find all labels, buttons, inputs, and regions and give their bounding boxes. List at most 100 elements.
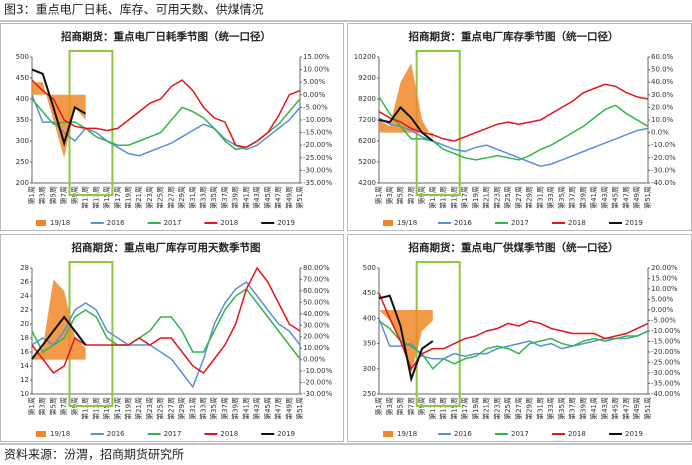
area <box>32 82 86 158</box>
y2-tick-label: -30.00% <box>651 369 681 377</box>
x-tick-label: 第11周 <box>81 186 90 209</box>
y2-tick-label: 10.0% <box>651 116 674 124</box>
x-tick-label: 第17周 <box>113 397 122 420</box>
x-tick-label: 第5周 <box>396 186 405 204</box>
chart: 招商期货：重点电厂日耗季节图（统一口径） 200 250 300 350 400 450 50… <box>0 23 344 231</box>
x-tick-label: 第19周 <box>471 186 480 209</box>
y2-tick-label: 0.00% <box>303 91 326 99</box>
x-tick-label: 第11周 <box>81 397 90 420</box>
legend-label: 2016 <box>107 219 125 227</box>
y-tick-label: 4200 <box>358 179 376 187</box>
y2-tick-label: -20.00% <box>303 379 333 387</box>
x-tick-label: 第37周 <box>568 186 577 209</box>
y2-tick-label: -40.00% <box>651 390 681 398</box>
x-tick-label: 第23周 <box>492 397 501 420</box>
x-tick-label: 第49周 <box>632 186 641 209</box>
y2-tick-label: 30.0% <box>651 91 674 99</box>
x-tick-label: 第45周 <box>611 186 620 209</box>
line <box>378 292 649 371</box>
y2-tick-label: 30.00% <box>303 321 330 329</box>
y2-tick-label: 5.00% <box>303 78 326 86</box>
x-tick-label: 第39周 <box>578 186 587 209</box>
x-tick-label: 第19周 <box>123 397 132 420</box>
x-tick-label: 第39周 <box>578 397 587 420</box>
x-tick-label: 第29周 <box>177 397 186 420</box>
y2-tick-label: 60.0% <box>651 53 674 61</box>
x-tick-label: 第3周 <box>385 186 394 204</box>
x-tick-label: 第7周 <box>59 186 68 204</box>
x-tick-label: 第15周 <box>449 397 458 420</box>
line <box>31 280 301 389</box>
x-tick-label: 第7周 <box>406 397 415 415</box>
y-tick-label: 6200 <box>358 137 376 145</box>
y2-tick-label: 20.00% <box>303 333 330 341</box>
x-tick-label: 第45周 <box>611 397 620 420</box>
x-tick-label: 第33周 <box>199 397 208 420</box>
line <box>31 68 87 147</box>
x-tick-label: 第45周 <box>263 397 272 420</box>
y2-tick-label: 20.0% <box>651 103 674 111</box>
x-tick-label: 第21周 <box>134 186 143 209</box>
x-tick-label: 第43周 <box>600 397 609 420</box>
x-tick-label: 第23周 <box>145 397 154 420</box>
line <box>378 96 649 161</box>
y-tick-label: 300 <box>363 365 376 373</box>
y2-tick-label: 0.00% <box>303 356 326 364</box>
y2-tick-label: -30.00% <box>303 166 333 174</box>
panel-border <box>0 234 344 442</box>
legend-label: 19/18 <box>397 430 417 438</box>
y2-tick-label: 5.00% <box>651 296 674 304</box>
x-tick-label: 第21周 <box>134 397 143 420</box>
line <box>378 294 434 383</box>
x-tick-label: 第1周 <box>374 397 383 415</box>
y-tick-label: 300 <box>16 137 29 145</box>
y2-tick-label: 10.00% <box>303 344 330 352</box>
y2-tick-label: -35.00% <box>651 380 681 388</box>
x-tick-label: 第1周 <box>27 397 36 415</box>
y-tick-label: 22 <box>20 306 29 314</box>
y2-tick-label: -10.00% <box>303 116 333 124</box>
y-tick-label: 450 <box>363 289 376 297</box>
x-tick-label: 第25周 <box>503 397 512 420</box>
x-tick-label: 第45周 <box>263 186 272 209</box>
y-tick-label: 350 <box>16 116 29 124</box>
y2-tick-label: 40.00% <box>303 310 330 318</box>
x-tick-label: 第33周 <box>199 186 208 209</box>
y-tick-label: 200 <box>16 179 29 187</box>
x-tick-label: 第33周 <box>546 186 555 209</box>
legend-label: 2019 <box>625 430 643 438</box>
x-tick-label: 第19周 <box>471 397 480 420</box>
x-tick-label: 第1周 <box>374 186 383 204</box>
line <box>31 94 301 157</box>
x-tick-label: 第25周 <box>156 186 165 209</box>
x-tick-label: 第15周 <box>449 186 458 209</box>
y2-tick-label: -35.00% <box>303 179 333 187</box>
x-tick-label: 第3周 <box>385 397 394 415</box>
legend-label: 2019 <box>277 430 295 438</box>
x-tick-label: 第17周 <box>460 186 469 209</box>
x-tick-label: 第7周 <box>59 397 68 415</box>
x-tick-label: 第23周 <box>492 186 501 209</box>
x-tick-label: 第7周 <box>406 186 415 204</box>
y2-tick-label: 10.00% <box>303 66 330 74</box>
x-tick-label: 第11周 <box>428 397 437 420</box>
line <box>31 266 301 375</box>
line <box>378 117 649 167</box>
y2-tick-label: -40.0% <box>651 179 676 187</box>
x-tick-label: 第37周 <box>220 186 229 209</box>
y2-tick-label: -10.00% <box>303 367 333 375</box>
chart-title: 招商期货：重点电厂库存季节图（统一口径） <box>409 30 619 43</box>
y-tick-label: 9200 <box>358 74 376 82</box>
x-tick-label: 第11周 <box>428 186 437 209</box>
x-tick-label: 第29周 <box>177 186 186 209</box>
x-tick-label: 第35周 <box>209 397 218 420</box>
x-tick-label: 第47周 <box>274 397 283 420</box>
x-tick-label: 第35周 <box>557 397 566 420</box>
x-tick-label: 第31周 <box>188 186 197 209</box>
x-tick-label: 第31周 <box>188 397 197 420</box>
x-tick-label: 第39周 <box>231 186 240 209</box>
y-tick-label: 26 <box>20 278 29 286</box>
panel-border <box>0 23 344 231</box>
x-tick-label: 第29周 <box>525 397 534 420</box>
